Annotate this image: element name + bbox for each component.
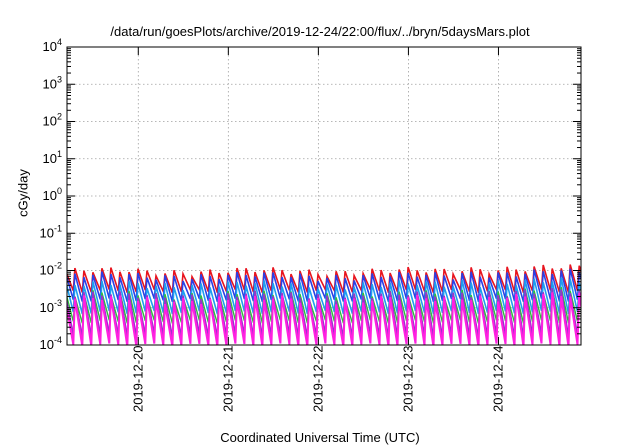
series-line — [67, 292, 581, 345]
data-series — [67, 264, 581, 345]
y-tick-label: 10-4 — [40, 335, 62, 352]
y-tick-label: 10-3 — [40, 298, 62, 315]
x-tick-label: 2019-12-23 — [400, 346, 415, 413]
y-tick-label: 103 — [43, 74, 62, 91]
y-tick-label: 104 — [43, 37, 62, 54]
x-tick-label: 2019-12-22 — [310, 346, 325, 413]
y-tick-label: 10-1 — [40, 223, 62, 240]
grid-lines — [67, 47, 581, 345]
axes: 10-4 10-3 10-2 10-1 100 101 102 103 104 2019-12-2… — [40, 37, 581, 412]
chart-title: /data/run/goesPlots/archive/2019-12-24/2… — [110, 24, 530, 39]
x-axis-label: Coordinated Universal Time (UTC) — [220, 430, 420, 445]
x-tick-label: 2019-12-20 — [130, 346, 145, 413]
y-tick-label: 100 — [43, 186, 62, 203]
y-tick-label: 101 — [43, 149, 62, 166]
y-tick-label: 102 — [43, 112, 62, 129]
x-tick-label: 2019-12-24 — [490, 346, 505, 413]
x-tick-label: 2019-12-21 — [220, 346, 235, 413]
y-tick-label: 10-2 — [40, 261, 62, 278]
